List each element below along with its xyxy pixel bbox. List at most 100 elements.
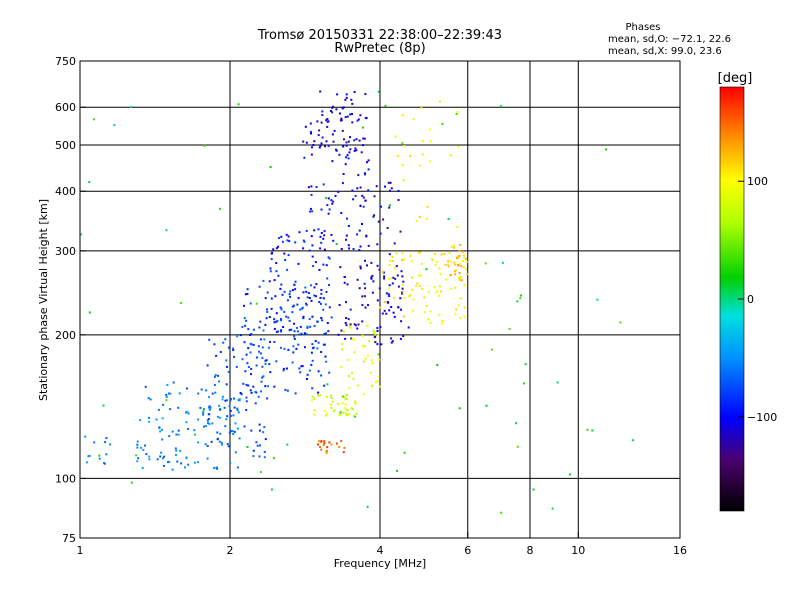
data-point (226, 443, 229, 445)
data-point (241, 325, 244, 328)
data-point (224, 425, 227, 428)
data-point (205, 389, 208, 392)
data-point (366, 505, 369, 508)
data-point (291, 305, 294, 308)
data-point (326, 446, 329, 449)
data-point (460, 276, 463, 279)
data-point (330, 443, 333, 446)
data-point (332, 409, 335, 412)
data-point (349, 326, 352, 329)
data-point (299, 325, 302, 328)
data-point (386, 301, 389, 303)
data-point (249, 334, 251, 336)
data-point (425, 305, 428, 307)
data-point (166, 384, 169, 387)
data-point (440, 290, 443, 293)
data-point (311, 359, 314, 362)
data-point (445, 278, 448, 281)
data-point (296, 330, 299, 333)
data-point (353, 91, 356, 93)
data-point (187, 463, 190, 466)
data-point (465, 260, 468, 263)
stats-o-mode: mean, sd,O: −72.1, 22.6 (608, 34, 731, 45)
data-point (374, 333, 377, 336)
data-point (268, 316, 271, 318)
data-point (283, 310, 286, 313)
data-point (338, 304, 341, 306)
data-point (305, 290, 308, 293)
data-point (304, 346, 306, 349)
data-point (337, 190, 340, 193)
data-point (403, 145, 406, 147)
data-point (350, 98, 353, 101)
data-point (344, 98, 347, 101)
data-point (323, 440, 326, 443)
data-point (208, 338, 211, 341)
data-point (427, 290, 430, 293)
data-point (388, 284, 391, 287)
data-point (277, 245, 280, 248)
data-point (313, 325, 316, 327)
data-point (161, 457, 164, 460)
data-point (382, 218, 385, 221)
data-point (397, 155, 399, 158)
data-point (235, 365, 238, 368)
data-point (314, 340, 317, 342)
data-point (165, 393, 168, 396)
data-point (227, 346, 230, 349)
data-point (302, 317, 305, 320)
data-point (317, 391, 320, 394)
data-point (523, 382, 525, 385)
data-point (265, 317, 268, 320)
data-point (383, 309, 386, 312)
data-point (374, 335, 377, 338)
data-point (343, 138, 345, 141)
data-point (317, 370, 320, 373)
data-point (357, 323, 360, 326)
data-point (277, 274, 280, 277)
data-point (378, 287, 381, 290)
data-point (255, 364, 258, 367)
data-point (294, 241, 297, 244)
data-point (196, 461, 199, 464)
data-point (437, 294, 440, 297)
data-point (193, 461, 196, 464)
data-point (270, 488, 273, 491)
data-point (339, 266, 342, 269)
data-point (353, 323, 356, 326)
data-point (245, 353, 248, 356)
data-point (323, 234, 326, 237)
data-point (225, 399, 228, 402)
data-point (298, 231, 301, 234)
data-point (456, 226, 459, 228)
data-point (392, 276, 395, 279)
data-point (319, 296, 322, 299)
data-point (254, 402, 257, 405)
data-point (447, 265, 450, 268)
data-point (596, 298, 599, 301)
data-point (450, 245, 453, 248)
data-point (362, 144, 365, 147)
data-point (320, 288, 323, 291)
data-point (148, 416, 150, 419)
data-point (354, 415, 356, 418)
data-point (330, 394, 332, 397)
data-point (341, 395, 344, 398)
data-point (341, 129, 344, 132)
data-point (375, 185, 378, 188)
data-point (161, 438, 164, 441)
data-point (299, 371, 302, 374)
data-point (187, 412, 190, 415)
data-point (159, 455, 162, 458)
data-point (229, 462, 232, 464)
data-point (429, 322, 432, 325)
data-point (229, 430, 232, 433)
data-point (318, 269, 321, 271)
data-point (275, 312, 278, 315)
data-point (380, 205, 382, 208)
data-point (349, 323, 352, 326)
y-tick-label: 750 (55, 55, 76, 68)
data-point (180, 302, 183, 305)
data-point (179, 449, 182, 452)
data-point (269, 270, 272, 273)
